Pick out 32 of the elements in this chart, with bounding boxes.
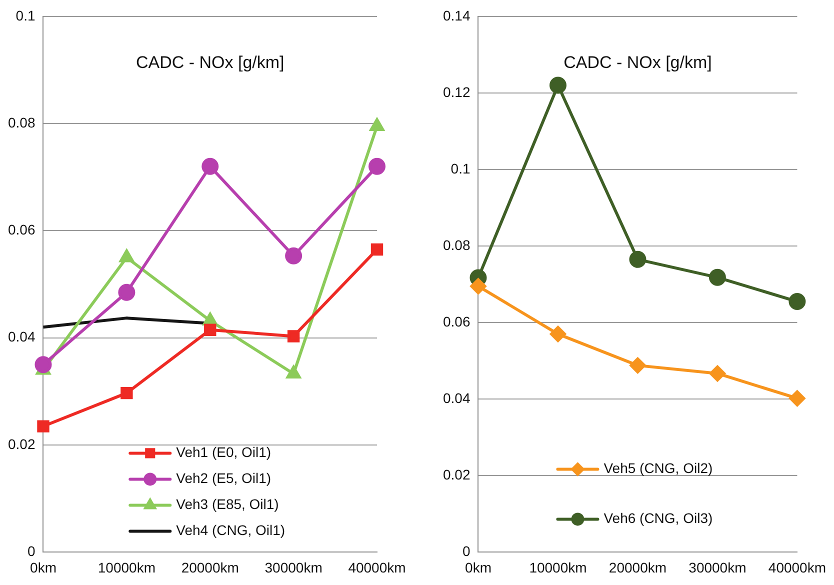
text: CADC - NOx [g/km] (136, 53, 284, 72)
y-tick-label: 0.02 (8, 436, 36, 452)
y-tick-label: 0.08 (8, 114, 36, 130)
x-tick-label: 10000km (529, 559, 587, 576)
legend-label: Veh6 (CNG, Oil3) (604, 510, 713, 526)
legend-label: Veh1 (E0, Oil1) (176, 444, 272, 460)
x-tick-label: 20000km (181, 559, 239, 576)
y-tick-label: 0.08 (443, 236, 470, 253)
y-tick-label: 0.14 (443, 7, 470, 24)
y-tick-label: 0 (27, 543, 36, 560)
x-tick-label: 30000km (688, 559, 746, 576)
x-tick-label: 10000km (98, 559, 156, 576)
y-tick-label: 0.1 (16, 7, 36, 24)
y-tick-label: 0.12 (443, 84, 470, 100)
x-tick-label: 20000km (608, 559, 667, 576)
legend-label: Veh2 (E5, Oil1) (176, 470, 272, 486)
legend-label: Veh3 (E85, Oil1) (176, 496, 279, 512)
x-tick-label: 0km (465, 559, 492, 576)
y-tick-label: 0.02 (443, 466, 470, 483)
legend-label: Veh5 (CNG, Oil2) (604, 460, 713, 476)
y-tick-label: 0.04 (443, 390, 470, 406)
y-tick-label: 0.1 (450, 160, 470, 176)
text: CADC - NOx [g/km] (564, 53, 712, 72)
x-tick-label: 0km (30, 559, 56, 576)
y-tick-label: 0.06 (443, 313, 470, 330)
x-tick-label: 30000km (264, 559, 322, 576)
x-tick-label: 40000km (348, 559, 406, 576)
y-tick-label: 0.04 (8, 328, 36, 345)
y-tick-label: 0 (462, 543, 470, 560)
legend-label: Veh4 (CNG, Oil1) (176, 522, 286, 538)
x-tick-label: 40000km (768, 559, 826, 576)
y-tick-label: 0.06 (8, 222, 36, 238)
